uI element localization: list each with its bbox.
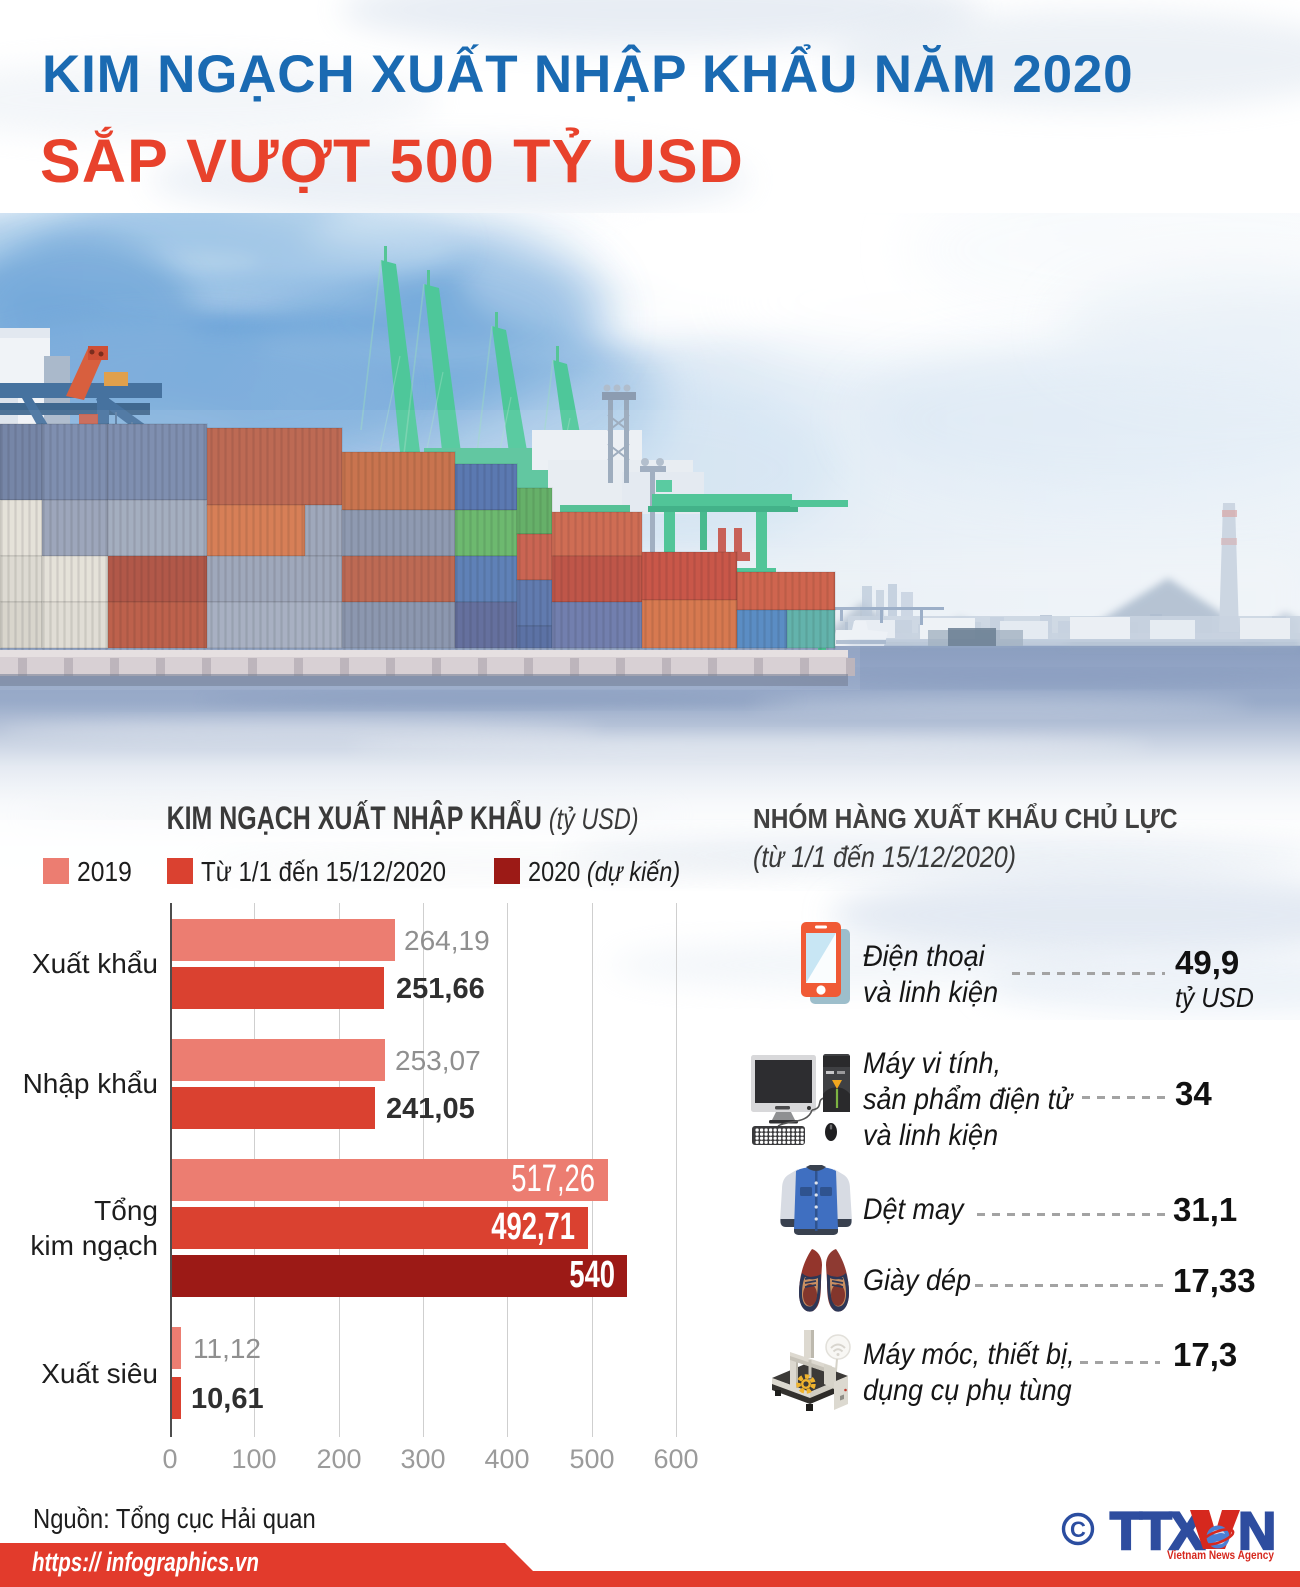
svg-text:N: N [1238,1504,1276,1561]
svg-text:C: C [1070,1517,1086,1542]
svg-text:TTX: TTX [1110,1504,1204,1561]
svg-text:Vietnam News Agency: Vietnam News Agency [1167,1548,1274,1562]
